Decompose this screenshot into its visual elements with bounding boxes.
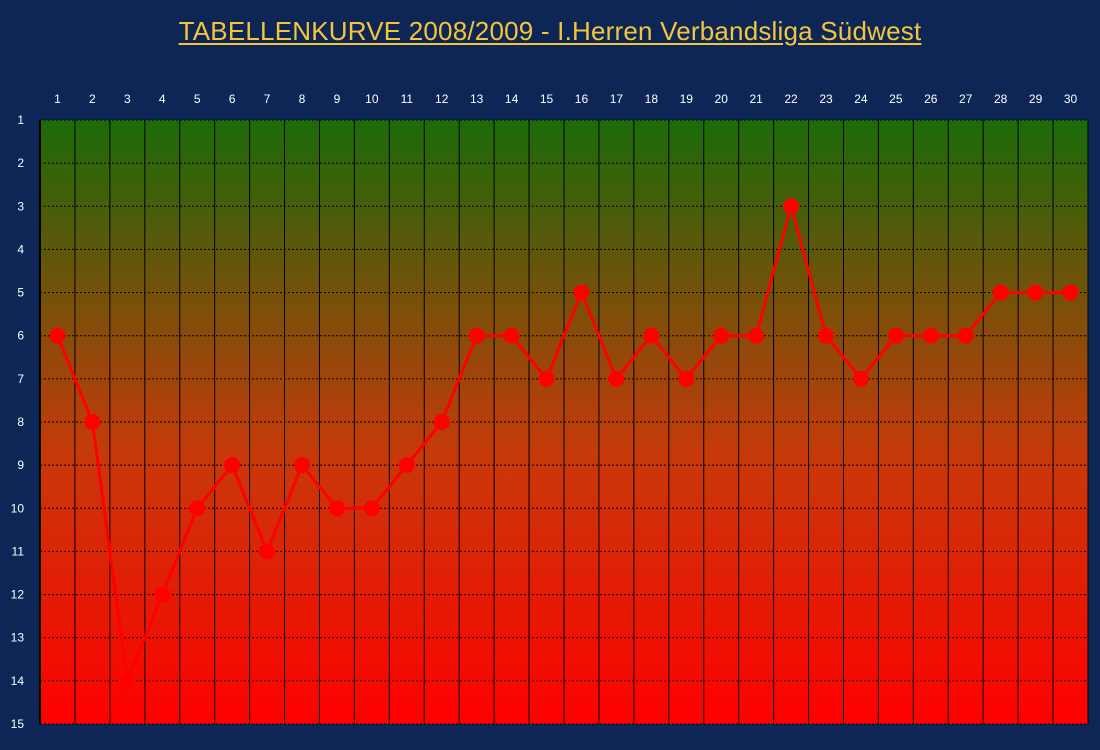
y-tick-label: 15 [11,717,25,731]
y-tick-label: 13 [11,631,25,645]
x-tick-label: 3 [124,92,131,106]
y-tick-label: 4 [17,242,24,256]
data-point [922,327,939,344]
x-tick-label: 12 [435,92,449,106]
data-point [468,327,485,344]
x-tick-label: 1 [54,92,61,106]
data-point [363,500,380,517]
x-tick-label: 16 [575,92,589,106]
data-point [503,327,520,344]
x-tick-label: 20 [715,92,729,106]
y-tick-label: 7 [17,372,24,386]
y-tick-label: 5 [17,286,24,300]
y-tick-label: 8 [17,415,24,429]
x-tick-label: 28 [994,92,1008,106]
x-tick-label: 4 [159,92,166,106]
y-tick-label: 3 [17,199,24,213]
data-point [748,327,765,344]
data-point [433,414,450,430]
x-tick-label: 24 [854,92,868,106]
x-tick-label: 17 [610,92,624,106]
data-point [224,457,241,474]
y-tick-label: 2 [17,156,24,170]
data-point [992,284,1009,301]
data-point [398,457,415,474]
data-point [957,327,974,344]
x-tick-label: 9 [334,92,341,106]
x-tick-label: 2 [89,92,96,106]
data-point [1062,284,1079,301]
data-point [259,543,276,560]
x-tick-label: 21 [749,92,763,106]
x-tick-label: 23 [819,92,833,106]
y-tick-label: 14 [11,674,25,688]
x-tick-label: 6 [229,92,236,106]
chart-title: TABELLENKURVE 2008/2009 - I.Herren Verba… [178,16,922,46]
x-tick-label: 26 [924,92,938,106]
data-point [887,327,904,344]
data-point [783,198,800,215]
data-point [49,327,66,344]
series-layer [49,198,1079,689]
x-tick-label: 8 [299,92,306,106]
x-tick-label: 19 [680,92,694,106]
x-tick-label: 13 [470,92,484,106]
data-point [189,500,206,517]
x-tick-label: 14 [505,92,519,106]
y-tick-label: 6 [17,329,24,343]
y-tick-label: 12 [11,588,25,602]
data-point [1027,284,1044,301]
y-tick-label: 9 [17,458,24,472]
data-point [608,370,625,387]
x-tick-labels: 1 2 3 4 5 6 7 8 9 10 11 12 13 14 15 16 17 18 19 20 21 22 23 24 2… [54,92,1077,106]
data-point [713,327,730,344]
y-tick-label: 1 [17,113,24,127]
x-tick-label: 5 [194,92,201,106]
data-point [154,586,171,603]
data-point [678,370,695,387]
x-tick-label: 22 [784,92,798,106]
x-tick-label: 25 [889,92,903,106]
x-tick-label: 18 [645,92,659,106]
y-tick-label: 10 [11,501,25,515]
data-point [852,370,869,387]
data-point [84,414,101,430]
data-point [818,327,834,344]
data-point [294,457,310,474]
x-tick-label: 29 [1029,92,1043,106]
x-tick-label: 30 [1064,92,1078,106]
y-tick-label: 11 [12,544,25,558]
x-tick-label: 11 [401,92,414,106]
data-point [119,672,136,689]
x-tick-label: 10 [365,92,379,106]
data-point [643,327,660,344]
x-tick-label: 15 [540,92,554,106]
data-point [538,370,555,387]
x-tick-label: 27 [959,92,973,106]
data-point [328,500,345,517]
data-point [573,284,590,301]
x-tick-label: 7 [264,92,271,106]
